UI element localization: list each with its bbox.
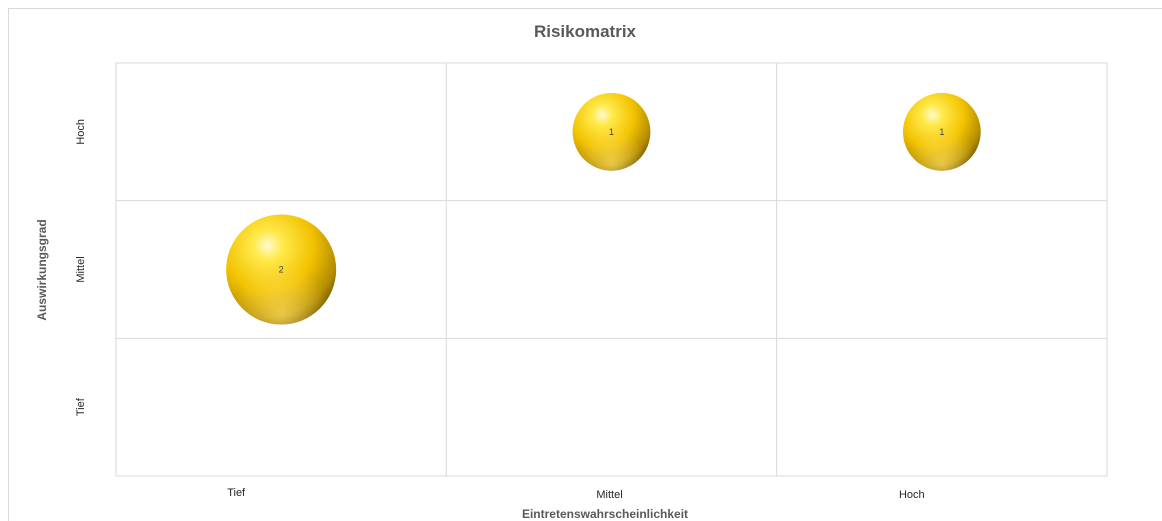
plot-grid <box>115 62 1108 477</box>
bubble[interactable]: 1 <box>902 92 981 171</box>
bubble-data-label: 1 <box>939 127 944 137</box>
y-axis-title: Auswirkungsgrad <box>35 219 49 320</box>
y-tick-label: Hoch <box>75 119 87 145</box>
x-axis-title: Eintretenswahrscheinlichkeit <box>522 507 688 521</box>
bubble-rim-highlight <box>572 92 651 171</box>
bubble-series: 2 1 1 <box>226 92 981 325</box>
plot-border <box>115 62 1108 477</box>
bubble[interactable]: 2 <box>226 214 337 325</box>
y-tick-label: Tief <box>75 397 87 416</box>
x-tick-label: Mittel <box>596 489 622 501</box>
chart-frame <box>8 8 1162 521</box>
x-tick-label: Hoch <box>899 489 925 501</box>
x-axis-ticks: Tief Mittel Hoch <box>227 487 924 501</box>
y-tick-label: Mittel <box>75 256 87 282</box>
y-axis-ticks: Tief Mittel Hoch <box>75 119 87 416</box>
bubble-rim-highlight <box>902 92 981 171</box>
bubble[interactable]: 1 <box>572 92 651 171</box>
chart-title: Risikomatrix <box>534 22 637 41</box>
x-tick-label: Tief <box>227 487 246 499</box>
bubble-data-label: 2 <box>279 265 284 275</box>
bubble-data-label: 1 <box>609 127 614 137</box>
bubble-rim-highlight <box>226 214 337 325</box>
